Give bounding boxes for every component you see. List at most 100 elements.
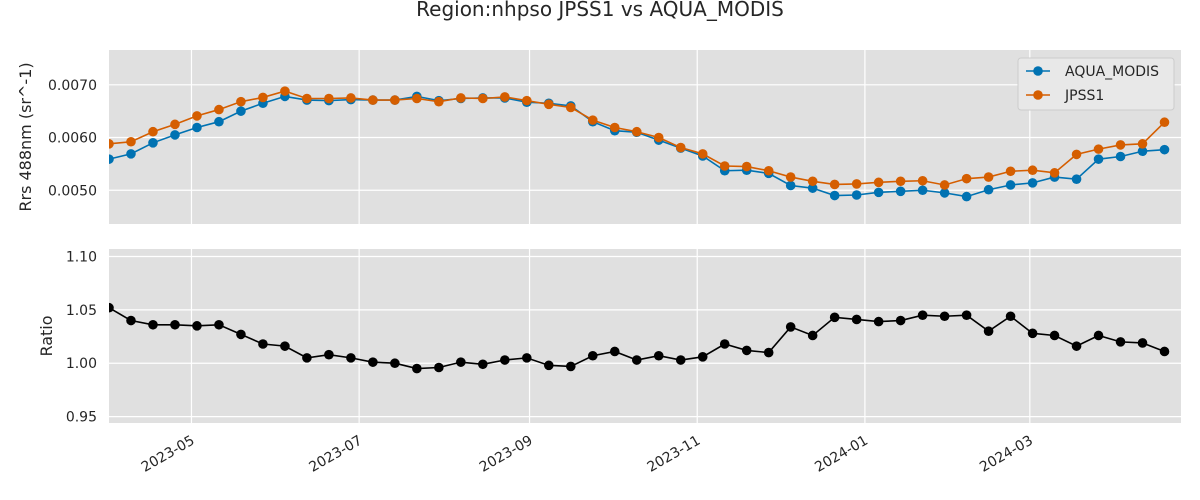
y-tick-label: 1.05	[66, 303, 97, 319]
jpss1-point	[1005, 166, 1016, 177]
ratio-point	[214, 319, 224, 330]
ratio-point	[675, 355, 686, 365]
aqua-modis-point	[829, 190, 840, 201]
jpss1-point	[983, 172, 994, 182]
ratio-point	[565, 361, 576, 372]
ratio-point	[236, 329, 246, 340]
jpss1-point	[192, 111, 202, 121]
jpss1-point	[1137, 139, 1148, 149]
ratio-point	[148, 319, 158, 330]
ratio-point	[434, 362, 444, 373]
jpss1-point	[829, 179, 840, 190]
aqua-modis-point	[1071, 174, 1082, 184]
aqua-modis-point	[1093, 154, 1104, 164]
jpss1-point	[1049, 168, 1060, 178]
aqua-modis-point	[1027, 178, 1038, 188]
ratio-point	[324, 349, 334, 360]
ratio-point	[390, 358, 400, 369]
jpss1-point	[456, 93, 466, 103]
legend-marker-aqua-modis	[1033, 66, 1043, 76]
aqua-modis-point	[961, 191, 972, 202]
jpss1-point	[280, 86, 290, 96]
x-tick-label: 2023-11	[645, 433, 704, 476]
top-panel: 0.0050 0.0060 0.0070 Rrs 488nm (sr^-1) AQUA_…	[16, 50, 1181, 224]
jpss1-point	[939, 180, 950, 190]
jpss1-point	[785, 172, 796, 182]
jpss1-point	[522, 95, 532, 106]
aqua-modis-point	[895, 186, 906, 197]
jpss1-point	[170, 119, 180, 130]
x-tick-label: 2023-09	[477, 433, 536, 476]
ratio-point	[170, 319, 180, 330]
jpss1-point	[302, 93, 312, 104]
ratio-point	[500, 355, 510, 365]
y-axis-label: Ratio	[37, 315, 56, 356]
ratio-point	[609, 346, 620, 357]
jpss1-point	[1115, 140, 1126, 150]
jpss1-point	[851, 179, 862, 189]
x-axis: 2023-05 2023-07 2023-09 2023-11 2024-01 2024-…	[139, 433, 1036, 476]
jpss1-point	[368, 95, 378, 105]
jpss1-point	[109, 139, 114, 149]
ratio-point	[456, 357, 466, 367]
legend-box	[1017, 57, 1175, 111]
aqua-modis-point	[192, 122, 202, 133]
y-tick-label: 1.10	[66, 249, 97, 265]
aqua-modis-point	[939, 188, 950, 198]
aqua-modis-point	[785, 180, 796, 191]
ratio-point	[346, 353, 356, 363]
jpss1-point	[390, 95, 400, 105]
jpss1-point	[961, 173, 972, 184]
aqua-modis-point	[1137, 146, 1148, 157]
ratio-point	[258, 339, 268, 349]
jpss1-point	[587, 115, 598, 125]
ratio-point	[412, 363, 422, 374]
jpss1-point	[478, 93, 488, 104]
aqua-modis-point	[873, 187, 884, 198]
jpss1-point	[148, 126, 158, 137]
legend-label-aqua-modis: AQUA_MODIS	[1065, 64, 1159, 80]
legend: AQUA_MODIS JPSS1	[1017, 57, 1175, 111]
aqua-modis-point	[214, 116, 224, 127]
plot-marks	[109, 302, 1170, 374]
jpss1-point	[412, 93, 422, 104]
jpss1-point	[214, 104, 224, 115]
y-tick-label: 0.95	[66, 410, 97, 426]
jpss1-point	[258, 92, 268, 103]
aqua-modis-point	[148, 138, 158, 148]
aqua-modis-point	[917, 185, 928, 196]
aqua-modis-point	[1159, 144, 1170, 155]
ratio-point	[587, 350, 598, 361]
plot-area	[109, 249, 1181, 423]
ratio-point	[983, 326, 994, 336]
jpss1-point	[1093, 144, 1104, 154]
jpss1-point	[324, 93, 334, 104]
ratio-point	[522, 353, 532, 363]
ratio-point	[1027, 328, 1038, 339]
ratio-point	[807, 330, 818, 341]
ratio-point	[1093, 330, 1104, 341]
ratio-point	[543, 360, 554, 371]
y-tick-label: 1.00	[66, 356, 97, 372]
ratio-point	[280, 341, 290, 351]
ratio-point	[478, 359, 488, 370]
jpss1-point	[741, 161, 752, 172]
ratio-point	[1137, 338, 1148, 348]
jpss1-point	[917, 175, 928, 186]
ratio-point	[631, 355, 642, 365]
aqua-modis-point	[983, 184, 994, 195]
ratio-point	[368, 357, 378, 367]
ratio-point	[302, 353, 312, 363]
y-tick-label: 0.0070	[48, 78, 97, 94]
ratio-point	[785, 322, 796, 332]
ratio-point	[1159, 346, 1170, 357]
jpss1-point	[126, 136, 136, 147]
aqua-modis-point	[1005, 180, 1016, 190]
ratio-point	[126, 315, 136, 326]
x-tick-label: 2024-03	[977, 433, 1036, 476]
bottom-panel: 0.95 1.00 1.05 1.10 Ratio	[37, 249, 1181, 426]
x-tick-label: 2023-07	[306, 433, 365, 476]
legend-marker-jpss1	[1033, 90, 1043, 100]
ratio-point	[697, 352, 708, 362]
ratio-point	[1005, 311, 1016, 322]
